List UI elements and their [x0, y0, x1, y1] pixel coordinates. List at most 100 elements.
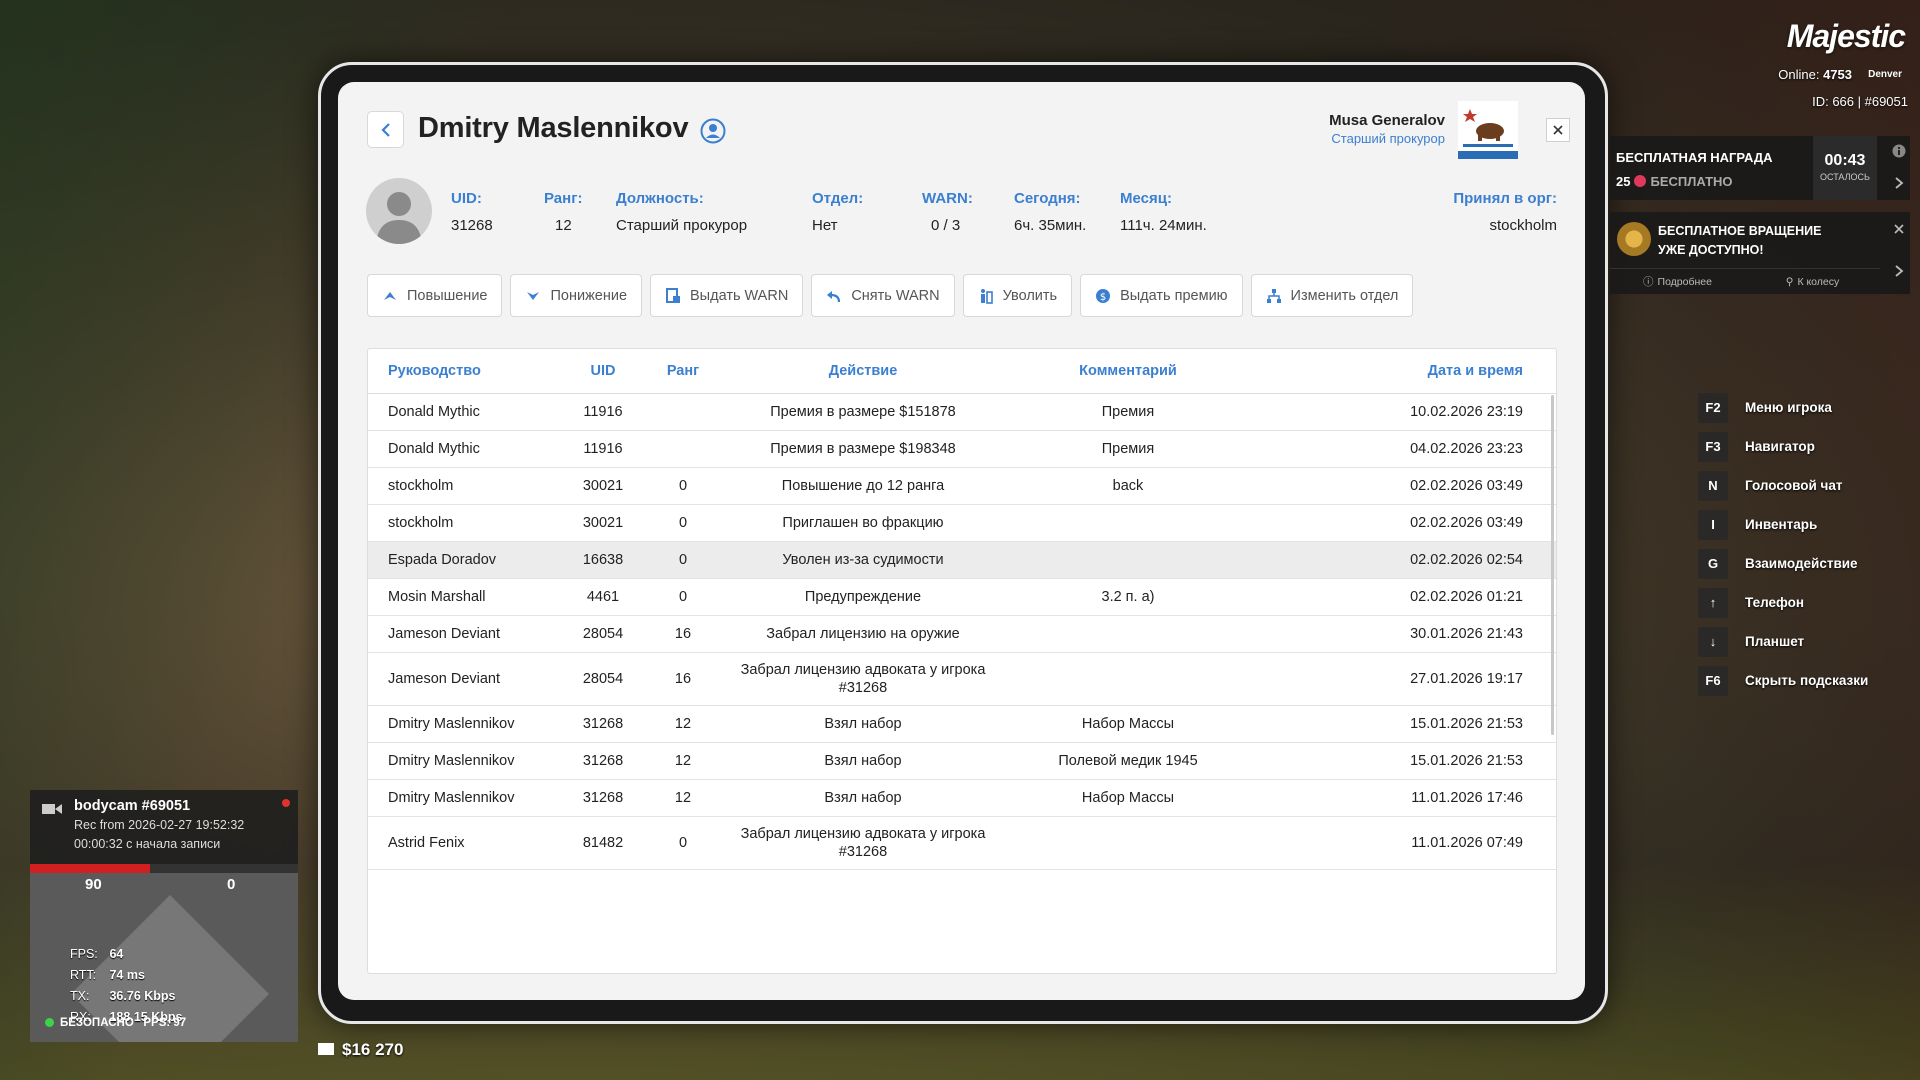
wheel-icon — [1617, 222, 1651, 256]
user-silhouette-icon — [376, 192, 422, 244]
profile-icon[interactable] — [700, 118, 726, 144]
give-warn-button[interactable]: Выдать WARN — [650, 274, 804, 317]
info-value: 12 — [555, 217, 572, 234]
chevron-right-icon[interactable] — [1894, 176, 1904, 190]
header-manager: Руководство — [388, 363, 481, 379]
table-row[interactable]: stockholm 30021 0 Приглашен во фракцию 02.02… — [368, 505, 1556, 542]
cell-manager: Donald Mythic — [388, 404, 480, 420]
bodycam-title: bodycam #69051 — [74, 798, 191, 814]
cell-datetime: 15.01.2026 21:53 — [1410, 716, 1523, 732]
department-icon — [1266, 288, 1281, 303]
promote-button[interactable]: Повышение — [367, 274, 503, 317]
cell-datetime: 02.02.2026 03:49 — [1410, 478, 1523, 494]
officer-rank: Старший прокурор — [1331, 131, 1445, 146]
info-today: Сегодня: 6ч. 35мин. — [1014, 190, 1086, 234]
table-row[interactable]: Donald Mythic 11916 Премия в размере $1518… — [368, 394, 1556, 431]
hint-key: F6 — [1698, 665, 1728, 696]
cell-rank: 16 — [674, 671, 692, 687]
bodycam-elapsed: 00:00:32 с начала записи — [74, 837, 221, 851]
hint-key: I — [1698, 509, 1728, 540]
hint-item: F3 Навигатор — [1698, 427, 1868, 466]
info-label: WARN: — [922, 190, 973, 207]
cell-datetime: 10.02.2026 23:19 — [1410, 404, 1523, 420]
info-label: Принял в орг: — [1453, 190, 1557, 207]
close-button[interactable] — [1546, 118, 1570, 142]
hint-label: Инвентарь — [1745, 517, 1818, 532]
spin-title-line1: БЕСПЛАТНОЕ ВРАЩЕНИЕ — [1658, 224, 1822, 238]
remove-warn-button[interactable]: Снять WARN — [811, 274, 955, 317]
spin-wheel-link[interactable]: ⚲ К колесу — [1745, 269, 1880, 294]
info-recruiter: Принял в орг: stockholm — [1453, 190, 1557, 234]
close-icon[interactable] — [1894, 224, 1904, 234]
info-value: stockholm — [1489, 217, 1557, 234]
cell-manager: Mosin Marshall — [388, 589, 486, 605]
cell-datetime: 27.01.2026 19:17 — [1410, 671, 1523, 687]
cell-manager: Jameson Deviant — [388, 671, 501, 687]
hint-item: F6 Скрыть подсказки — [1698, 661, 1868, 700]
table-row[interactable]: Donald Mythic 11916 Премия в размере $1983… — [368, 431, 1556, 468]
give-bonus-button[interactable]: $ Выдать премию — [1080, 274, 1243, 317]
cell-datetime: 11.01.2026 07:49 — [1411, 835, 1523, 851]
table-row[interactable]: Jameson Deviant 28054 16 Забрал лицензию на… — [368, 616, 1556, 653]
spin-links: ⓘ Подробнее ⚲ К колесу — [1610, 268, 1880, 294]
header-action: Действие — [828, 363, 898, 379]
table-scrollbar[interactable] — [1551, 395, 1554, 735]
promote-icon — [384, 291, 396, 300]
cell-datetime: 30.01.2026 21:43 — [1410, 626, 1523, 642]
safe-zone-indicator: БЕЗОПАСНО PPS: 97 — [45, 1017, 186, 1029]
cell-action: Приглашен во фракцию — [782, 515, 944, 531]
cell-action: Предупреждение — [804, 589, 922, 605]
cell-comment: Премия — [1101, 441, 1155, 457]
fire-button[interactable]: Уволить — [962, 274, 1073, 317]
demote-button[interactable]: Понижение — [510, 274, 643, 317]
hint-label: Телефон — [1745, 595, 1805, 610]
header-datetime: Дата и время — [1427, 363, 1523, 379]
spin-wheel-label: К колесу — [1797, 275, 1840, 288]
hint-item: N Голосовой чат — [1698, 466, 1868, 505]
compass-right: 0 — [227, 876, 236, 893]
table-row[interactable]: stockholm 30021 0 Повышение до 12 ранга back… — [368, 468, 1556, 505]
spin-more-link[interactable]: ⓘ Подробнее — [1610, 269, 1745, 294]
table-row[interactable]: Dmitry Maslennikov 31268 12 Взял набор Полев… — [368, 743, 1556, 780]
free-spin-panel[interactable]: БЕСПЛАТНОЕ ВРАЩЕНИЕ УЖЕ ДОСТУПНО! ⓘ Подроб… — [1610, 212, 1910, 294]
spin-more-label: Подробнее — [1657, 275, 1712, 288]
table-row[interactable]: Espada Doradov 16638 0 Уволен из-за судимос… — [368, 542, 1556, 579]
info-icon[interactable] — [1892, 144, 1906, 158]
chevron-right-icon[interactable] — [1894, 264, 1904, 278]
table-row[interactable]: Dmitry Maslennikov 31268 12 Взял набор Набор… — [368, 706, 1556, 743]
free-reward-panel[interactable]: БЕСПЛАТНАЯ НАГРАДА 25 БЕСПЛАТНО 00:43 ОСТ… — [1610, 136, 1910, 200]
table-body[interactable]: Donald Mythic 11916 Премия в размере $1518… — [368, 394, 1556, 870]
cell-rank: 16 — [674, 626, 692, 642]
table-row[interactable]: Jameson Deviant 28054 16 Забрал лицензию ад… — [368, 653, 1556, 706]
cell-rank: 12 — [674, 790, 692, 806]
cell-action: Забрал лицензию адвоката у игрока #31268 — [740, 826, 986, 860]
info-department: Отдел: Нет — [812, 190, 863, 234]
hint-label: Навигатор — [1745, 439, 1815, 454]
svg-text:$: $ — [1100, 292, 1106, 303]
cell-uid: 30021 — [582, 478, 624, 494]
table-row[interactable]: Dmitry Maslennikov 31268 12 Взял набор Набор… — [368, 780, 1556, 817]
change-department-button[interactable]: Изменить отдел — [1250, 274, 1414, 317]
recording-indicator — [282, 799, 290, 807]
table-row[interactable]: Astrid Fenix 81482 0 Забрал лицензию адвока… — [368, 817, 1556, 870]
chevron-left-icon — [380, 122, 390, 137]
table-row[interactable]: Mosin Marshall 4461 0 Предупреждение 3.2 п. … — [368, 579, 1556, 616]
back-button[interactable] — [367, 111, 404, 148]
hint-label: Скрыть подсказки — [1745, 673, 1869, 688]
cell-rank: 0 — [678, 835, 688, 851]
timer-value: 00:43 — [1824, 152, 1866, 169]
rx-value: 188.15 Kbps — [109, 1010, 183, 1024]
action-label: Выдать премию — [1120, 287, 1228, 304]
cell-action: Взял набор — [824, 716, 902, 732]
network-stats: FPS: 64 RTT: 74 ms TX: 36.76 Kbps RX: 18… — [70, 947, 183, 1024]
player-id: ID: 666 | #69051 — [1812, 94, 1908, 109]
cell-action: Повышение до 12 ранга — [781, 478, 945, 494]
action-label: Уволить — [1002, 287, 1058, 304]
cell-action: Уволен из-за судимости — [782, 552, 944, 568]
cell-manager: Astrid Fenix — [388, 835, 465, 851]
demote-icon — [527, 291, 540, 300]
timer-label: ОСТАЛОСЬ — [1820, 172, 1870, 182]
history-table: Руководство UID Ранг Действие Комментари… — [367, 348, 1557, 974]
hint-label: Взаимодействие — [1745, 556, 1858, 571]
health-fill — [30, 864, 150, 873]
